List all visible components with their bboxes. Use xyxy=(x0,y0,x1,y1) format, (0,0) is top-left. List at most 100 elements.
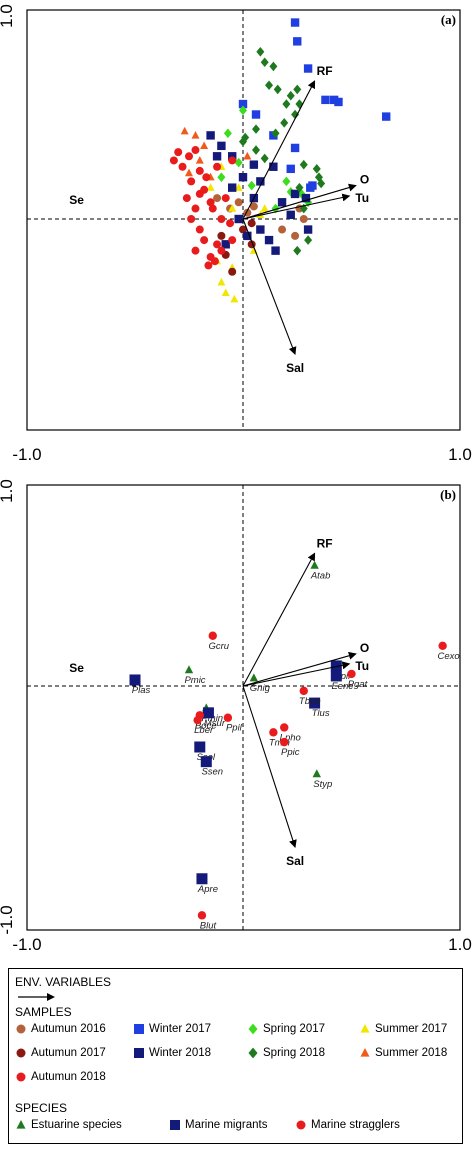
sample-point xyxy=(312,164,321,174)
sample-point xyxy=(174,148,183,157)
env-vector-label: O xyxy=(360,641,369,655)
species-point xyxy=(194,741,206,753)
sample-point xyxy=(228,267,237,276)
circle-icon xyxy=(295,1119,307,1131)
species-label: Ssen xyxy=(201,767,223,778)
sample-point xyxy=(200,236,209,245)
sample-point xyxy=(260,153,269,164)
species-point xyxy=(196,873,208,885)
panel-label: (a) xyxy=(441,12,456,27)
legend-item: Summer 2018 xyxy=(359,1047,447,1059)
circle-icon xyxy=(15,1023,27,1035)
species-point xyxy=(202,707,214,719)
legend-symbol xyxy=(296,1120,306,1130)
env-vector-arrow xyxy=(242,552,316,687)
species-point xyxy=(200,756,212,768)
env-vector-label: Sal xyxy=(286,854,304,868)
legend-species-title: SPECIES xyxy=(15,1101,68,1115)
sample-point xyxy=(217,277,226,286)
species-label: Pmin xyxy=(201,713,223,724)
legend-env-title: ENV. VARIABLES xyxy=(15,975,112,989)
sample-point xyxy=(195,166,204,175)
sample-point xyxy=(213,162,222,171)
env-vector-label: Se xyxy=(69,193,84,207)
sample-point xyxy=(303,64,313,73)
sample-point xyxy=(321,95,330,105)
legend-symbol xyxy=(248,1023,258,1035)
species-label: Apre xyxy=(197,884,218,895)
legend-item-label: Summer 2018 xyxy=(375,1047,448,1059)
sample-point xyxy=(301,193,311,203)
panel-b: (b) -1.0 1.0 1.0 -1.0 Atab Pmic Gnig Pmin Styp Pla… xyxy=(0,479,472,954)
sample-point xyxy=(221,194,230,203)
sample-point xyxy=(286,210,295,220)
sample-point xyxy=(269,162,278,171)
sample-point xyxy=(169,156,178,165)
sample-point xyxy=(265,80,274,91)
sample-point xyxy=(277,198,287,207)
sample-point xyxy=(247,180,256,191)
legend-symbol xyxy=(360,1048,370,1057)
legend-item: Estuarine species xyxy=(15,1119,122,1131)
env-vector-label: O xyxy=(360,173,369,187)
env-vector-label: RF xyxy=(317,64,333,78)
species-point xyxy=(269,728,278,737)
species-label: Eenc xyxy=(331,681,353,692)
legend-item: Summer 2017 xyxy=(359,1023,447,1035)
sample-point xyxy=(217,215,226,223)
env-vector-arrow xyxy=(242,193,351,220)
legend-symbol xyxy=(16,1120,26,1129)
species-point xyxy=(197,911,207,920)
species-label: Atab xyxy=(310,570,331,581)
species-point xyxy=(184,665,194,674)
legend-item: Autumun 2017 xyxy=(15,1047,106,1059)
sample-point xyxy=(200,141,209,150)
sample-point xyxy=(299,159,308,170)
sample-point xyxy=(238,173,248,182)
legend-item: Autumun 2016 xyxy=(15,1023,106,1035)
legend-item-label: Marine stragglers xyxy=(311,1119,400,1131)
sample-point xyxy=(204,261,213,270)
legend: ENV. VARIABLES SAMPLES Autumun 2016 Winte… xyxy=(8,968,463,1144)
sample-point xyxy=(252,145,261,155)
sample-point xyxy=(297,189,306,199)
legend-item: Marine stragglers xyxy=(295,1119,400,1131)
sample-point xyxy=(264,235,274,245)
sample-point xyxy=(317,178,326,189)
species-label: Spil xyxy=(334,671,351,682)
species-point xyxy=(438,641,447,650)
legend-symbol xyxy=(16,1072,26,1082)
species-label: Tbub xyxy=(299,696,321,707)
species-point xyxy=(129,674,141,686)
sample-point xyxy=(303,225,313,234)
sample-point xyxy=(241,132,250,143)
sample-point xyxy=(306,183,315,192)
circle-icon xyxy=(15,1071,27,1083)
sample-point xyxy=(382,112,391,121)
sample-point xyxy=(299,215,308,223)
sample-point xyxy=(329,95,339,105)
sample-point xyxy=(221,288,230,297)
sample-point xyxy=(228,204,237,212)
sample-point xyxy=(228,156,237,165)
square-icon xyxy=(133,1047,145,1059)
species-point xyxy=(280,737,289,747)
sample-point xyxy=(260,57,269,68)
legend-item-label: Spring 2017 xyxy=(263,1023,326,1035)
sample-point xyxy=(249,202,258,211)
sample-point xyxy=(286,90,295,101)
diamond-icon xyxy=(247,1047,259,1059)
sample-point xyxy=(202,173,211,182)
triangle-icon xyxy=(359,1047,371,1059)
env-vector-arrow xyxy=(242,183,357,220)
sample-point xyxy=(299,203,308,214)
diamond-icon xyxy=(247,1023,259,1035)
legend-item-label: Winter 2018 xyxy=(149,1047,212,1059)
species-point xyxy=(299,686,308,696)
sample-point xyxy=(217,231,226,240)
legend-symbol xyxy=(248,1047,258,1059)
sample-point xyxy=(187,177,196,186)
species-label: Styp xyxy=(313,779,332,790)
species-label: Ppic xyxy=(281,747,300,758)
species-label: Lpho xyxy=(280,732,301,743)
